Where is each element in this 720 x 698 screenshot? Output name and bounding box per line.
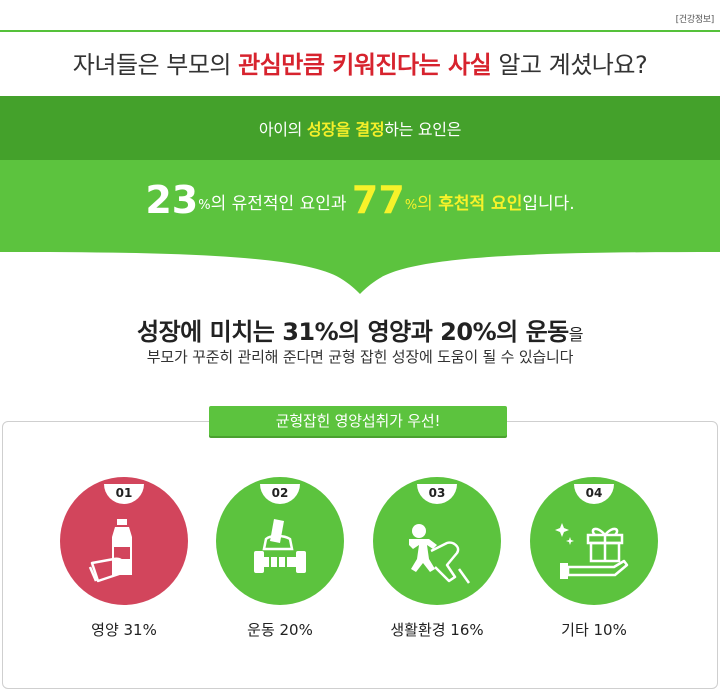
factor-label: 기타 10%	[561, 621, 627, 639]
bottle-hand-icon	[88, 519, 132, 583]
stats-tail: 입니다.	[522, 194, 575, 214]
acquired-value: 77	[351, 178, 405, 222]
factor-number: 02	[271, 486, 289, 500]
genetic-text: 의 유전적인 요인과	[210, 194, 352, 214]
acquired-text: 후천적 요인	[438, 194, 523, 214]
headline-post: 알고 계셨나요?	[491, 51, 648, 79]
subtitle-particle: 을	[335, 120, 356, 139]
acquired-unit: %	[404, 198, 418, 213]
gingerbread-hand-icon	[409, 524, 471, 584]
factor-label: 영양 31%	[91, 621, 157, 639]
headline-pre: 자녀들은 부모의	[72, 51, 239, 79]
genetic-value: 23	[145, 178, 199, 222]
headline: 자녀들은 부모의 관심만큼 키워진다는 사실 알고 계셨나요?	[0, 45, 720, 80]
number-notch	[417, 484, 457, 504]
lead-suffix: 을	[568, 325, 584, 344]
lead-main: 성장에 미치는 31%의 영양과 20%의 운동	[137, 318, 569, 346]
banner-subtitle: 아이의 성장을 결정하는 요인은	[0, 116, 720, 140]
category-tag: [건강정보]	[675, 15, 715, 25]
subtitle-post: 하는 요인은	[384, 120, 462, 139]
subtitle-highlight-growth: 성장	[306, 120, 336, 139]
lead-heading: 성장에 미치는 31%의 영양과 20%의 운동을	[0, 312, 720, 347]
headline-highlight: 관심만큼 키워진다는 사실	[238, 51, 492, 79]
factor-item-nutrition: 01 영양 31%	[60, 0, 200, 698]
lead-subtext: 부모가 꾸준히 관리해 준다면 균형 잡힌 성장에 도움이 될 수 있습니다	[146, 348, 574, 366]
gift-hand-icon	[555, 523, 629, 579]
factor-label: 생활환경 16%	[390, 621, 484, 639]
stats-banner: 23%의 유전적인 요인과 77%의 후천적 요인입니다.	[0, 160, 720, 252]
factor-label: 운동 20%	[247, 621, 313, 639]
number-notch	[104, 484, 144, 504]
number-notch	[574, 484, 614, 504]
subtitle-highlight-decide: 결정	[355, 120, 385, 139]
priority-pill: 균형잡힌 영양섭취가 우선!	[209, 406, 507, 436]
factor-number: 04	[585, 486, 603, 500]
factor-number: 01	[115, 486, 133, 500]
growth-factor-banner: 아이의 성장을 결정하는 요인은	[0, 96, 720, 160]
dumbbell-hand-icon	[254, 519, 306, 573]
factor-item-other: 04 기타 10%	[530, 0, 670, 698]
stats-line: 23%의 유전적인 요인과 77%의 후천적 요인입니다.	[0, 178, 720, 222]
acquired-pre: 의	[417, 194, 439, 214]
top-divider	[0, 30, 720, 32]
factor-number: 03	[428, 486, 446, 500]
number-notch	[260, 484, 300, 504]
subtitle-pre: 아이의	[258, 120, 307, 139]
factor-item-environment: 03 생활환경 16%	[373, 0, 513, 698]
genetic-unit: %	[198, 198, 211, 213]
factor-item-exercise: 02 운동 20%	[216, 0, 356, 698]
banner-notch	[0, 250, 720, 294]
